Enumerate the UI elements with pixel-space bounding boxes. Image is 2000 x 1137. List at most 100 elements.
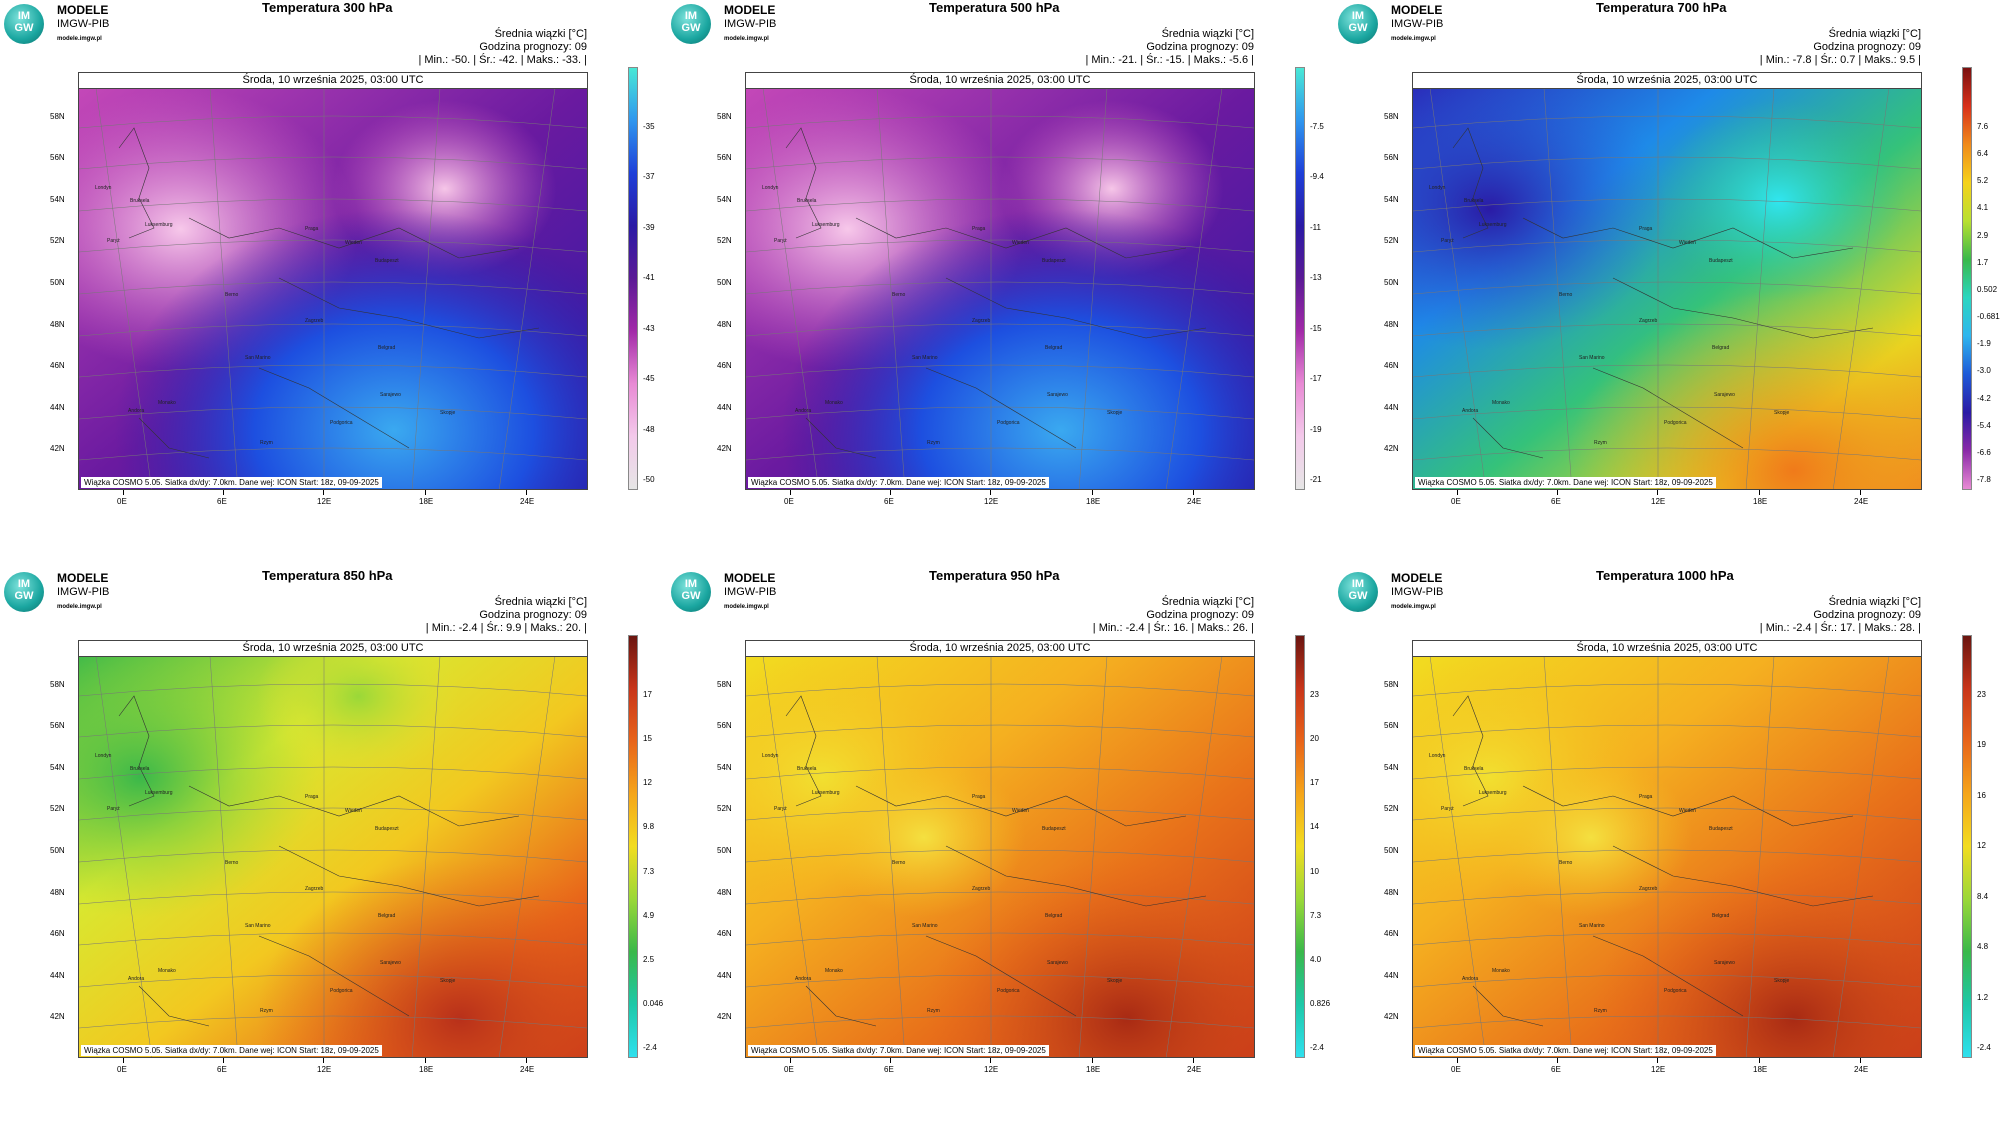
brand-url: modele.imgw.pl — [724, 604, 769, 610]
colorbar-label: 23 — [1977, 690, 1986, 699]
longitude-tick — [990, 1058, 991, 1063]
stats-heading: Średnia wiązki [°C] — [1161, 28, 1254, 40]
longitude-label: 24E — [1187, 497, 1202, 506]
longitude-tick — [1860, 1058, 1861, 1063]
city-label: Skopje — [1107, 410, 1123, 416]
city-label: Belgrad — [1045, 345, 1063, 351]
latitude-label: 56N — [1384, 721, 1399, 730]
map-panel: IM GW MODELE IMGW-PIB modele.imgw.pl Temp… — [667, 568, 1334, 1136]
latitude-label: 56N — [717, 153, 732, 162]
longitude-tick — [890, 1058, 891, 1063]
city-label: Praga — [1639, 226, 1653, 232]
forecast-hour: Godzina prognozy: 09 — [1813, 609, 1921, 621]
city-label: Budapeszt — [375, 258, 399, 264]
brand-url: modele.imgw.pl — [57, 36, 102, 42]
city-label: Skopje — [440, 410, 456, 416]
panel-title: Temperatura 850 hPa — [262, 568, 393, 583]
latitude-label: 54N — [1384, 763, 1399, 772]
map-footer: Wiązka COSMO 5.05. Siatka dx/dy: 7.0km. … — [81, 477, 382, 488]
city-label: Londyn — [762, 753, 779, 759]
city-label: Berno — [1559, 860, 1573, 866]
city-label: Bruksela — [1464, 766, 1484, 772]
brand-name: MODELE — [1391, 571, 1443, 585]
colorbar-label: -7.5 — [1310, 122, 1324, 131]
city-label: Belgrad — [1712, 345, 1730, 351]
latitude-label: 56N — [50, 721, 65, 730]
city-label: Belgrad — [378, 913, 396, 919]
longitude-label: 18E — [419, 1065, 434, 1074]
city-label: Andora — [1462, 408, 1479, 414]
stats-heading: Średnia wiązki [°C] — [494, 596, 587, 608]
longitude-tick — [526, 490, 527, 495]
brand-name: MODELE — [1391, 3, 1443, 17]
colorbar-label: 7.3 — [643, 866, 655, 876]
longitude-label: 6E — [217, 1065, 227, 1074]
longitude-label: 12E — [1651, 1065, 1666, 1074]
city-label: Podgorica — [1664, 420, 1687, 426]
colorbar-label: -2.4 — [1977, 1043, 1991, 1052]
map-gridlines — [1413, 88, 1921, 489]
colorbar-label: 16 — [1977, 790, 1986, 800]
longitude-label: 24E — [520, 497, 535, 506]
colorbar-label: 8.4 — [1977, 891, 1989, 901]
map-footer: Wiązka COSMO 5.05. Siatka dx/dy: 7.0km. … — [1415, 477, 1716, 488]
latitude-label: 44N — [50, 971, 65, 980]
city-label: Zagrzeb — [305, 886, 324, 892]
city-label: Sarajewo — [380, 960, 401, 966]
longitude-tick — [526, 1058, 527, 1063]
colorbar-label: 0.502 — [1977, 284, 1998, 294]
latitude-label: 56N — [717, 721, 732, 730]
latitude-label: 48N — [1384, 320, 1399, 329]
latitude-label: 42N — [1384, 1012, 1399, 1021]
forecast-hour: Godzina prognozy: 09 — [479, 41, 587, 53]
map-gridlines — [746, 656, 1254, 1057]
map-date: Środa, 10 września 2025, 03:00 UTC — [1413, 73, 1921, 89]
brand-url: modele.imgw.pl — [1391, 604, 1436, 610]
imgw-logo: IM GW — [1338, 572, 1378, 612]
colorbar — [1962, 635, 1972, 1058]
stats-values: | Min.: -2.4 | Śr.: 9.9 | Maks.: 20. | — [425, 622, 587, 634]
city-label: Andora — [1462, 976, 1479, 982]
map-date: Środa, 10 września 2025, 03:00 UTC — [1413, 641, 1921, 657]
latitude-label: 46N — [717, 929, 732, 938]
colorbar — [1962, 67, 1972, 490]
temperature-map: Środa, 10 września 2025, 03:00 UTC Wiązk… — [78, 640, 588, 1058]
city-label: Rzym — [1594, 1008, 1607, 1014]
city-label: Zagrzeb — [1639, 886, 1658, 892]
latitude-label: 44N — [1384, 971, 1399, 980]
longitude-tick — [1557, 1058, 1558, 1063]
longitude-tick — [1759, 1058, 1760, 1063]
longitude-label: 12E — [984, 1065, 999, 1074]
city-label: Londyn — [762, 185, 779, 191]
map-footer: Wiązka COSMO 5.05. Siatka dx/dy: 7.0km. … — [748, 1045, 1049, 1056]
city-label: Wiedeń — [345, 240, 362, 246]
colorbar-label: 9.8 — [643, 822, 655, 832]
latitude-label: 58N — [50, 112, 65, 121]
map-footer: Wiązka COSMO 5.05. Siatka dx/dy: 7.0km. … — [748, 477, 1049, 488]
colorbar-label: 2.9 — [1977, 230, 1989, 240]
city-label: San Marino — [912, 923, 938, 929]
latitude-label: 54N — [1384, 195, 1399, 204]
latitude-label: 46N — [50, 361, 65, 370]
longitude-label: 6E — [884, 497, 894, 506]
city-label: Budapeszt — [1709, 826, 1733, 832]
colorbar-label: -2.4 — [643, 1043, 657, 1052]
imgw-logo: IM GW — [4, 4, 44, 44]
longitude-label: 6E — [884, 1065, 894, 1074]
city-label: Sarajewo — [1047, 392, 1068, 398]
colorbar-label: -19 — [1310, 424, 1322, 434]
city-label: Paryż — [1441, 238, 1454, 244]
longitude-tick — [1193, 1058, 1194, 1063]
latitude-label: 54N — [717, 195, 732, 204]
latitude-label: 46N — [1384, 929, 1399, 938]
latitude-label: 58N — [1384, 680, 1399, 689]
brand-name: MODELE — [57, 571, 109, 585]
temperature-map: Środa, 10 września 2025, 03:00 UTC Wiązk… — [745, 72, 1255, 490]
city-label: Berno — [225, 292, 239, 298]
map-footer: Wiązka COSMO 5.05. Siatka dx/dy: 7.0km. … — [1415, 1045, 1716, 1056]
latitude-label: 58N — [717, 112, 732, 121]
longitude-tick — [1193, 490, 1194, 495]
city-label: Praga — [305, 226, 319, 232]
latitude-label: 50N — [50, 278, 65, 287]
latitude-label: 48N — [717, 888, 732, 897]
